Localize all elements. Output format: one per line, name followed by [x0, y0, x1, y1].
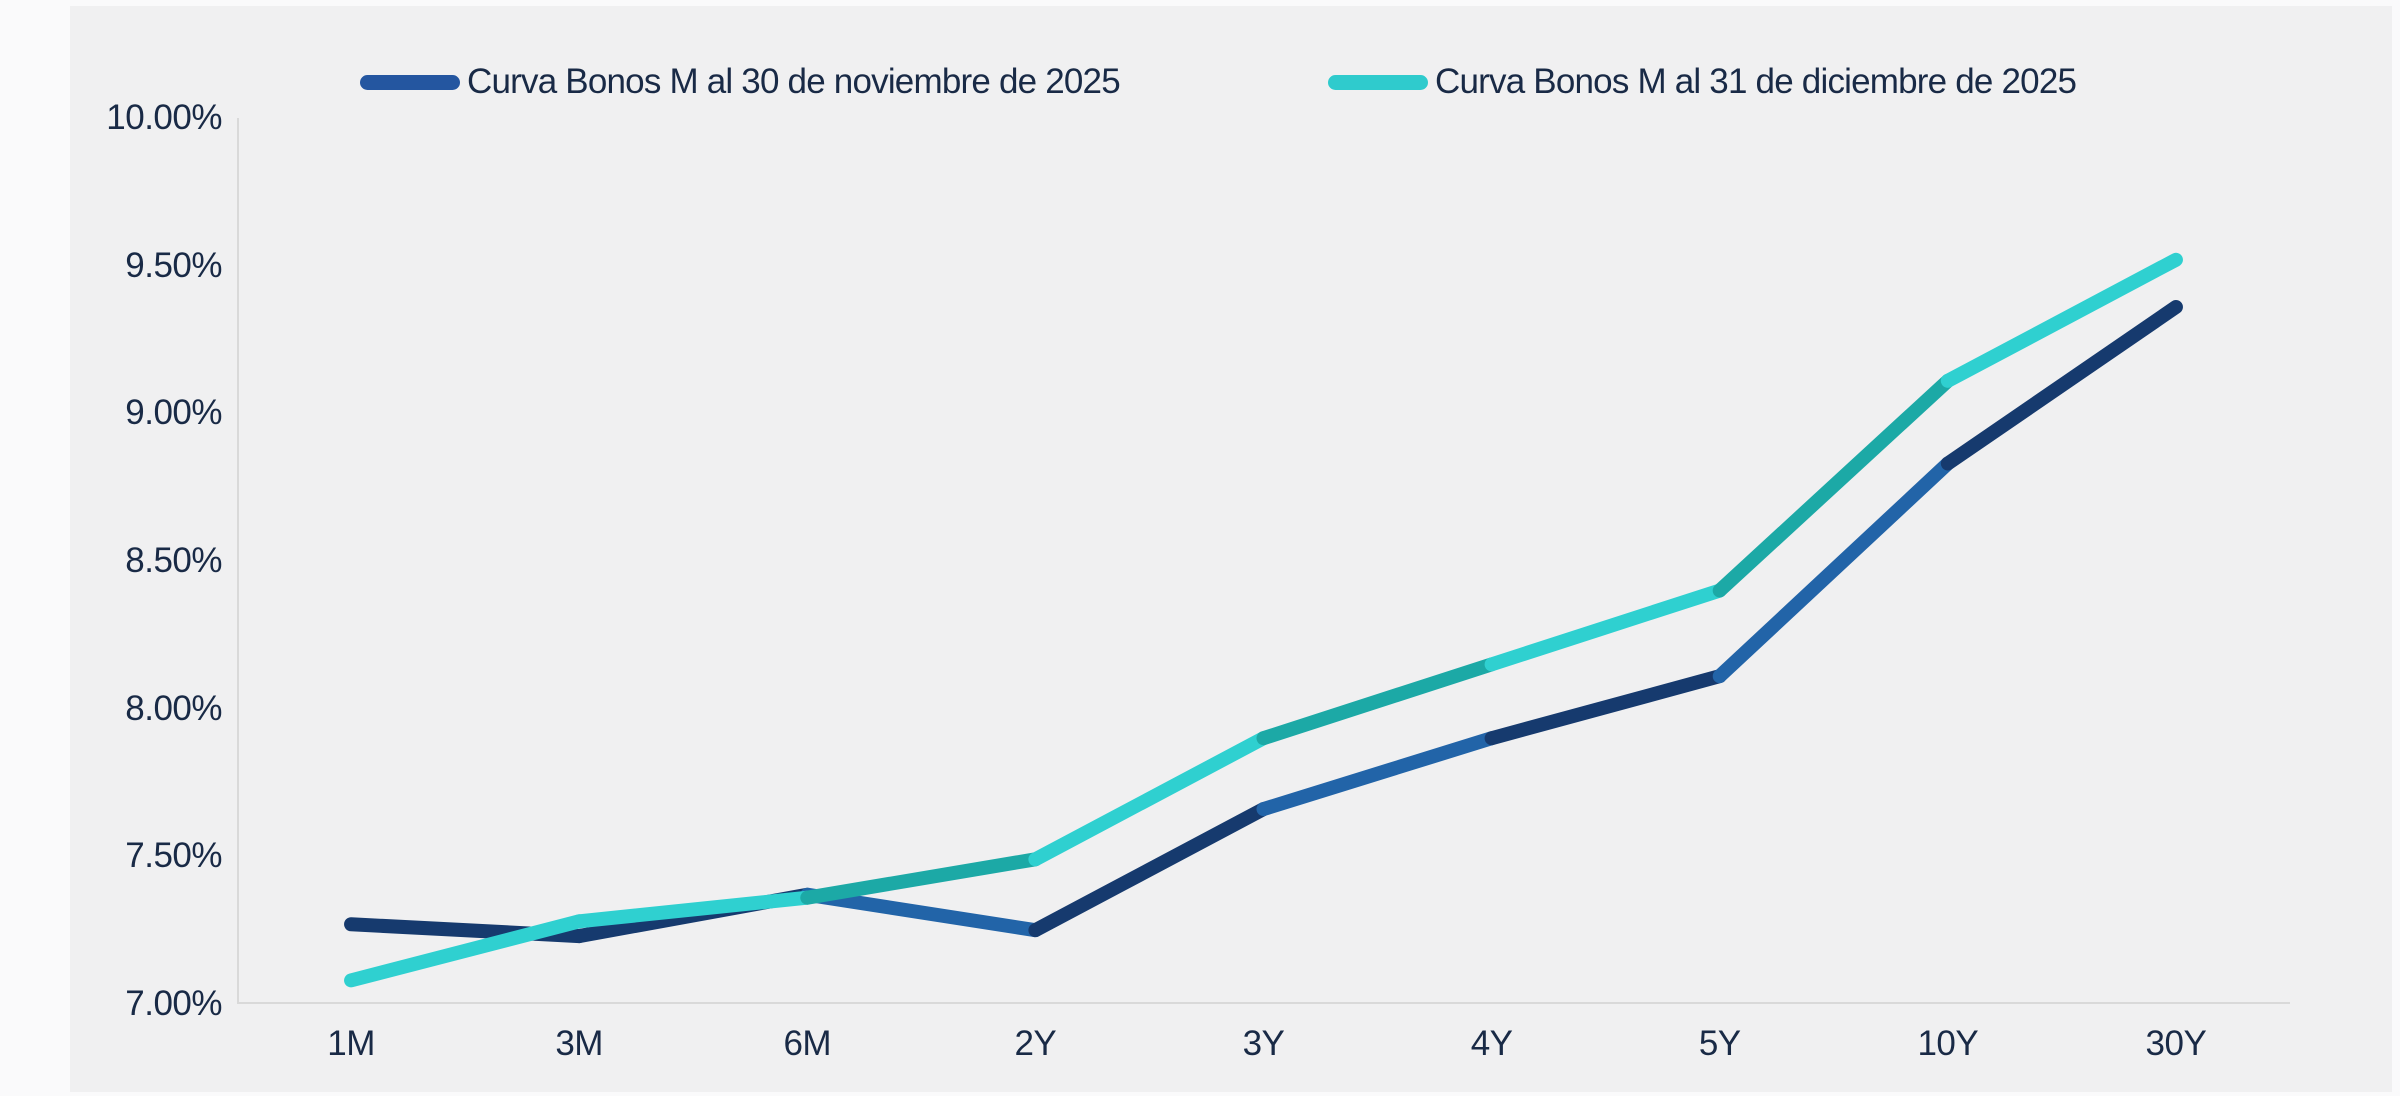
line-series-diciembre-segment — [1712, 373, 1955, 598]
legend-label-diciembre: Curva Bonos M al 31 de diciembre de 2025 — [1435, 62, 2077, 101]
x-tick-label: 3M — [555, 1024, 603, 1063]
line-series-diciembre-segment — [800, 852, 1043, 905]
legend-swatch-diciembre-icon — [1328, 74, 1428, 90]
y-tick-label: 9.50% — [125, 245, 222, 285]
line-series-noviembre-segment — [1256, 731, 1499, 817]
line-series-noviembre-segment — [1484, 669, 1727, 746]
y-tick-label: 7.50% — [125, 836, 222, 876]
line-series-diciembre-segment — [1484, 583, 1727, 672]
line-series-diciembre-segment — [1940, 252, 2183, 388]
legend-item-noviembre: Curva Bonos M al 30 de noviembre de 2025 — [360, 60, 1121, 104]
legend-item-diciembre: Curva Bonos M al 31 de diciembre de 2025 — [1328, 60, 2077, 104]
x-tick-label: 3Y — [1242, 1024, 1285, 1063]
line-series-noviembre-segment — [1712, 456, 1955, 684]
y-tick-label: 8.50% — [125, 541, 222, 580]
y-tick-label: 9.00% — [125, 393, 222, 433]
y-tick-label: 7.00% — [125, 984, 222, 1023]
line-series-noviembre-segment — [1028, 802, 1271, 938]
chart-panel — [70, 6, 2392, 1092]
legend: Curva Bonos M al 30 de noviembre de 2025… — [0, 60, 2400, 108]
x-tick-label: 2Y — [1014, 1024, 1057, 1063]
line-series-diciembre-segment — [1028, 731, 1271, 867]
x-tick-label: 10Y — [1917, 1024, 1979, 1063]
line-series-diciembre-segment — [344, 914, 587, 988]
legend-swatch-noviembre-icon — [360, 74, 460, 90]
x-tick-label: 6M — [783, 1024, 832, 1063]
line-series-noviembre-segment — [1940, 300, 2183, 471]
y-tick-label: 10.00% — [106, 98, 222, 137]
line-series-noviembre-segment — [800, 887, 1043, 938]
y-tick-label: 8.00% — [125, 688, 222, 728]
plot-area — [237, 118, 2290, 1004]
line-series-diciembre-segment — [1256, 657, 1499, 746]
x-tick-label: 1M — [327, 1024, 375, 1063]
legend-label-noviembre: Curva Bonos M al 30 de noviembre de 2025 — [467, 62, 1121, 101]
x-tick-label: 30Y — [2145, 1024, 2207, 1063]
x-tick-label: 4Y — [1470, 1024, 1513, 1063]
line-series-diciembre-segment — [572, 890, 815, 929]
x-tick-label: 5Y — [1698, 1024, 1741, 1063]
